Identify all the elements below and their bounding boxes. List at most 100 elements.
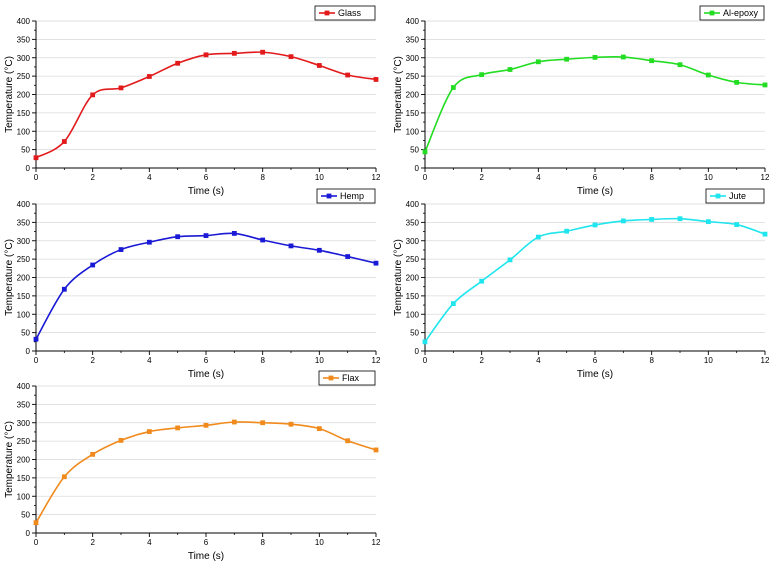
data-point xyxy=(288,54,294,60)
x-tick-label: 12 xyxy=(372,538,381,547)
y-tick-label: 400 xyxy=(17,17,31,26)
data-point xyxy=(762,82,768,88)
y-tick-label: 250 xyxy=(406,255,420,264)
y-tick-label: 250 xyxy=(406,72,420,81)
data-point xyxy=(146,239,152,245)
data-point xyxy=(90,262,96,268)
y-tick-label: 100 xyxy=(17,492,31,501)
data-point xyxy=(316,63,322,68)
data-point xyxy=(345,438,351,444)
y-tick-label: 150 xyxy=(17,292,31,301)
data-point xyxy=(345,72,351,78)
x-tick-label: 8 xyxy=(260,173,265,182)
y-tick-label: 50 xyxy=(21,146,30,155)
y-axis-title: Temperature (°C) xyxy=(4,421,15,498)
data-point xyxy=(734,222,740,227)
y-tick-label: 100 xyxy=(17,310,31,319)
data-point xyxy=(175,60,181,66)
data-point xyxy=(345,254,351,259)
y-tick-label: 150 xyxy=(17,109,31,118)
y-tick-label: 350 xyxy=(17,35,31,44)
y-tick-label: 200 xyxy=(406,274,420,283)
y-tick-label: 350 xyxy=(17,400,31,409)
x-tick-label: 0 xyxy=(34,356,39,365)
chart-panel-2: 0 2 4 6 8 10 12 0 50 100 150 200 250 300 350 400 Time (s… xyxy=(4,188,381,380)
x-tick-label: 10 xyxy=(315,173,324,182)
y-tick-label: 0 xyxy=(26,164,31,173)
data-point xyxy=(231,50,237,56)
data-point xyxy=(373,77,379,82)
data-point xyxy=(564,56,570,62)
data-point xyxy=(61,286,67,292)
y-axis-title: Temperature (°C) xyxy=(4,56,15,133)
chart-panel-1: 0 2 4 6 8 10 12 0 50 100 150 200 250 300 350 400 Time (s… xyxy=(393,5,770,197)
x-tick-label: 0 xyxy=(423,173,428,182)
y-axis-title: Temperature (°C) xyxy=(4,239,15,316)
y-tick-label: 50 xyxy=(410,329,419,338)
series-line-glass xyxy=(35,51,377,159)
x-tick-label: 4 xyxy=(536,173,541,182)
data-point xyxy=(705,219,711,225)
data-point xyxy=(288,243,294,249)
y-tick-label: 300 xyxy=(17,419,31,428)
data-point xyxy=(620,54,626,60)
y-tick-label: 200 xyxy=(17,91,31,100)
data-point xyxy=(677,216,683,222)
data-point xyxy=(90,92,96,98)
data-point xyxy=(507,257,513,263)
legend-marker xyxy=(328,375,334,381)
data-point xyxy=(450,85,456,90)
data-point xyxy=(260,49,266,55)
x-axis-title: Time (s) xyxy=(577,369,613,380)
x-tick-label: 2 xyxy=(479,173,484,182)
data-point xyxy=(288,421,294,427)
data-point xyxy=(316,426,322,432)
y-tick-label: 300 xyxy=(406,237,420,246)
data-point xyxy=(535,234,541,240)
y-tick-label: 100 xyxy=(406,310,420,319)
legend-label: Jute xyxy=(729,191,746,201)
data-point xyxy=(649,217,655,222)
y-tick-label: 400 xyxy=(406,17,420,26)
y-axis-title: Temperature (°C) xyxy=(393,239,404,316)
y-tick-label: 250 xyxy=(17,72,31,81)
data-point xyxy=(175,234,181,240)
x-tick-label: 8 xyxy=(260,538,265,547)
chart-panel-3: 0 2 4 6 8 10 12 0 50 100 150 200 250 300 350 400 Time (s… xyxy=(393,188,770,380)
x-tick-label: 8 xyxy=(649,173,654,182)
y-tick-label: 350 xyxy=(406,35,420,44)
x-tick-label: 12 xyxy=(761,356,770,365)
x-axis-title: Time (s) xyxy=(188,369,224,380)
y-tick-label: 300 xyxy=(17,54,31,63)
y-tick-label: 350 xyxy=(17,218,31,227)
x-tick-label: 6 xyxy=(593,173,598,182)
y-tick-label: 0 xyxy=(415,347,420,356)
data-point xyxy=(649,58,655,64)
series-line-al-epoxy xyxy=(424,55,766,153)
y-tick-label: 400 xyxy=(406,200,420,209)
series-line-jute xyxy=(424,217,766,343)
y-tick-label: 200 xyxy=(17,274,31,283)
data-point xyxy=(33,155,39,161)
data-point xyxy=(33,336,39,342)
x-tick-label: 8 xyxy=(649,356,654,365)
y-tick-label: 100 xyxy=(406,127,420,136)
data-point xyxy=(118,437,124,443)
data-point xyxy=(203,422,209,428)
legend-box xyxy=(699,5,765,21)
legend-box xyxy=(314,5,376,21)
x-tick-label: 6 xyxy=(593,356,598,365)
legend-label: Glass xyxy=(338,8,362,18)
x-tick-label: 6 xyxy=(204,356,209,365)
x-axis-title: Time (s) xyxy=(188,551,224,562)
legend-marker xyxy=(326,193,332,199)
y-tick-label: 250 xyxy=(17,255,31,264)
y-tick-label: 250 xyxy=(17,437,31,446)
data-point xyxy=(373,260,379,266)
data-point xyxy=(175,425,181,431)
data-point xyxy=(118,247,124,252)
y-tick-label: 150 xyxy=(406,292,420,301)
y-tick-label: 150 xyxy=(406,109,420,118)
data-point xyxy=(677,62,683,68)
legend-box xyxy=(316,188,376,204)
